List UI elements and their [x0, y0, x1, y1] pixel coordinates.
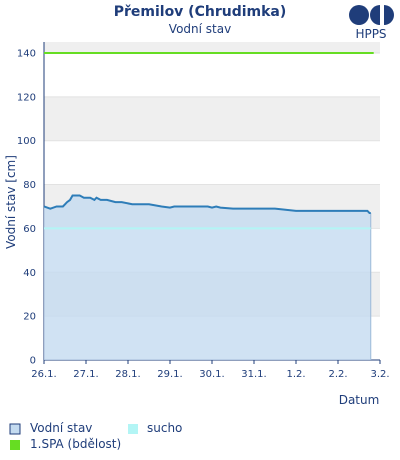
y-tick-label: 100 — [17, 136, 36, 147]
legend-swatch-alert-level — [10, 440, 20, 450]
legend-label-water-level: Vodní stav — [30, 421, 92, 435]
legend-item-water-level: Vodní stav — [9, 421, 92, 435]
x-tick-label: 3.2. — [370, 369, 389, 380]
legend-item-drought: sucho — [128, 421, 182, 435]
y-tick-label: 140 — [17, 48, 36, 59]
y-axis-label: Vodní stav [cm] — [4, 155, 18, 249]
logo-half-circle-right-icon — [384, 5, 394, 25]
logo-circle-left-icon — [349, 5, 369, 25]
y-tick-label: 0 — [30, 356, 36, 367]
chart-title: Přemilov (Chrudimka) — [114, 4, 287, 20]
x-tick-label: 1.2. — [286, 369, 305, 380]
water-level-line — [43, 194, 371, 215]
y-tick-label: 60 — [23, 224, 36, 235]
logo-text: HPPS — [355, 27, 386, 41]
x-axis-label: Datum — [339, 393, 380, 407]
y-tick-label: 120 — [17, 92, 36, 103]
x-tick-label: 31.1. — [241, 369, 266, 380]
grid-band — [44, 42, 380, 53]
x-tick-label: 29.1. — [157, 369, 182, 380]
y-tick-label: 20 — [23, 312, 36, 323]
plot-area: 0 20 40 60 80 100 120 140 26.1. 27.1. 28.1. 29.1. 30… — [17, 42, 390, 380]
chart-subtitle: Vodní stav — [169, 22, 231, 36]
hpps-logo: HPPS — [349, 5, 394, 41]
water-level-area — [44, 195, 371, 360]
x-tick-label: 2.2. — [328, 369, 347, 380]
logo-half-circle-left-icon — [370, 5, 380, 25]
x-tick-label: 26.1. — [31, 369, 56, 380]
x-tick-label: 30.1. — [199, 369, 224, 380]
legend-swatch-drought — [128, 424, 138, 434]
legend: Vodní stav sucho 1.SPA (bdělost) — [9, 421, 182, 451]
legend-swatch-water-level — [9, 423, 21, 435]
grid-band — [44, 96, 380, 141]
legend-item-alert-level: 1.SPA (bdělost) — [10, 437, 121, 451]
legend-label-alert-level: 1.SPA (bdělost) — [30, 437, 121, 451]
x-tick-label: 28.1. — [115, 369, 140, 380]
y-tick-label: 40 — [23, 268, 36, 279]
y-tick-label: 80 — [23, 180, 36, 191]
x-tick-label: 27.1. — [73, 369, 98, 380]
legend-label-drought: sucho — [147, 421, 182, 435]
